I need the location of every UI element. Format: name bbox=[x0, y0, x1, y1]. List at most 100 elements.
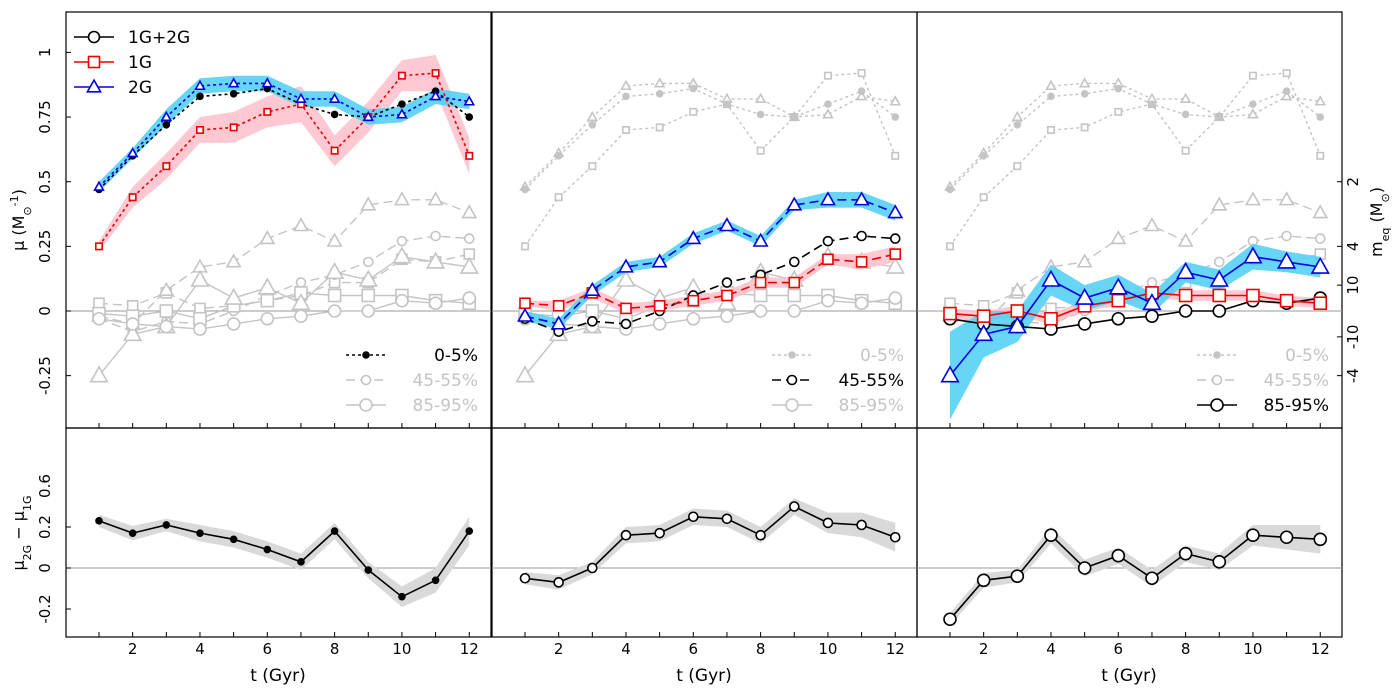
data-point-inactive bbox=[888, 291, 903, 305]
data-point-inactive bbox=[1314, 95, 1327, 106]
top-panel-3 bbox=[940, 69, 1330, 420]
data-point-inactive bbox=[1316, 151, 1325, 160]
diff-point bbox=[229, 535, 238, 544]
data-point-inactive bbox=[463, 233, 475, 244]
legend-label: 85-95% bbox=[838, 396, 904, 416]
data-point-g2 bbox=[1176, 261, 1196, 280]
data-point-inactive bbox=[1011, 110, 1024, 122]
data-point-inactive bbox=[622, 92, 630, 101]
top-panel-1 bbox=[89, 55, 479, 383]
x-tick-label: 12 bbox=[886, 640, 905, 658]
data-point-inactive bbox=[822, 108, 834, 119]
data-point-inactive bbox=[1143, 217, 1160, 232]
data-point-all bbox=[330, 110, 339, 119]
data-point-g2 bbox=[1108, 277, 1128, 295]
diff-point bbox=[687, 511, 699, 523]
data-point-g1 bbox=[431, 69, 440, 78]
x-tick-label: 10 bbox=[1243, 640, 1262, 658]
data-point-inactive bbox=[1316, 113, 1325, 121]
data-point-g1 bbox=[195, 125, 204, 134]
diff-point bbox=[976, 573, 991, 588]
data-point-g1 bbox=[1178, 288, 1193, 303]
right-axis: 2 4 10 -10 -4 meq (M⊙) bbox=[1337, 177, 1392, 383]
data-point-inactive bbox=[362, 256, 374, 268]
data-point-inactive bbox=[585, 304, 600, 318]
series-line-all bbox=[524, 235, 896, 333]
data-point-inactive bbox=[885, 256, 905, 274]
band-1g bbox=[99, 55, 470, 252]
data-point-all bbox=[822, 235, 834, 247]
legend-marker bbox=[86, 78, 102, 93]
data-point-inactive bbox=[588, 162, 597, 171]
diff-point bbox=[1010, 569, 1025, 584]
y-tick-label: 0.5 bbox=[36, 170, 54, 194]
legend-marker bbox=[1213, 351, 1221, 359]
y-axis-label: μ (M⊙-1) bbox=[8, 189, 34, 251]
data-point-all bbox=[620, 318, 632, 330]
right-axis-label: meq (M⊙) bbox=[1367, 187, 1392, 257]
data-point-g1 bbox=[721, 289, 733, 302]
data-point-inactive bbox=[1045, 302, 1057, 315]
data-point-g2 bbox=[1142, 292, 1162, 311]
legend-label: 45-55% bbox=[838, 371, 904, 391]
top-panel-frame bbox=[491, 11, 918, 429]
data-point-inactive bbox=[652, 317, 667, 331]
data-point-all bbox=[398, 100, 406, 108]
data-point-g2 bbox=[93, 180, 105, 191]
data-point-g2 bbox=[786, 196, 803, 211]
diff-point bbox=[889, 531, 901, 543]
data-point-g1 bbox=[1044, 311, 1058, 326]
data-point-g2 bbox=[1243, 246, 1263, 264]
data-point-g2 bbox=[584, 281, 601, 296]
data-point-inactive bbox=[358, 269, 378, 287]
data-point-g2 bbox=[295, 92, 307, 103]
data-point-inactive bbox=[225, 253, 242, 268]
data-point-all bbox=[1212, 304, 1227, 318]
diff-label-minus: − μ bbox=[9, 511, 28, 545]
data-point-inactive bbox=[1146, 277, 1158, 288]
data-point-g2 bbox=[517, 307, 533, 322]
x-tick-label: 6 bbox=[263, 640, 273, 658]
x-tick-label: 4 bbox=[1046, 640, 1056, 658]
legend-percentile-3: 0-5% 45-55% 85-95% bbox=[1197, 346, 1329, 416]
right-tick-label: 10 bbox=[1344, 276, 1362, 295]
legend-marker bbox=[1210, 398, 1224, 412]
data-point-inactive bbox=[554, 152, 563, 160]
data-point-inactive bbox=[123, 324, 143, 342]
legend-marker bbox=[87, 30, 101, 44]
data-point-g2 bbox=[328, 92, 341, 103]
data-point-g2 bbox=[194, 79, 206, 91]
series-line-inactive bbox=[949, 82, 1321, 188]
data-point-inactive bbox=[857, 87, 866, 95]
band-1g bbox=[950, 287, 1321, 324]
data-point-inactive bbox=[430, 230, 441, 242]
data-point-inactive bbox=[823, 71, 832, 80]
diff-band bbox=[525, 498, 896, 590]
data-point-all bbox=[1178, 304, 1193, 318]
legend-marker bbox=[362, 351, 370, 359]
data-point-inactive bbox=[1181, 110, 1190, 119]
data-point-inactive bbox=[1280, 90, 1293, 101]
data-point-inactive bbox=[979, 152, 988, 160]
diff-point bbox=[330, 527, 339, 535]
legend-marker bbox=[788, 351, 796, 359]
data-point-g1 bbox=[889, 248, 902, 260]
diff-band bbox=[99, 514, 470, 607]
data-point-g2 bbox=[396, 108, 408, 119]
diff-line bbox=[524, 505, 896, 584]
x-tick-label: 10 bbox=[818, 640, 837, 658]
data-point-all bbox=[1111, 311, 1126, 326]
y-tick-label: 0.75 bbox=[36, 100, 54, 133]
data-point-g1 bbox=[620, 302, 632, 315]
data-point-inactive bbox=[361, 288, 376, 303]
diff-point bbox=[364, 566, 373, 574]
data-point-inactive bbox=[396, 235, 408, 247]
diff-point bbox=[620, 529, 632, 541]
data-point-inactive bbox=[257, 277, 277, 295]
legend-label: 1G bbox=[128, 53, 152, 73]
x-tick-label: 2 bbox=[979, 640, 989, 658]
plot-layer: 2 4 6 8 10 12t (Gyr)2 4 6 8 10 12t (Gyr)2 4 6 8 10 12t … bbox=[8, 11, 1392, 686]
data-point-inactive bbox=[428, 296, 443, 311]
x-tick-labels: 2 4 6 8 10 12 t (Gyr) 2 4 6 8 10 12 t (Gyr) 2 4 6 8 10 12 t … bbox=[128, 640, 1330, 686]
data-point-inactive bbox=[193, 322, 207, 336]
